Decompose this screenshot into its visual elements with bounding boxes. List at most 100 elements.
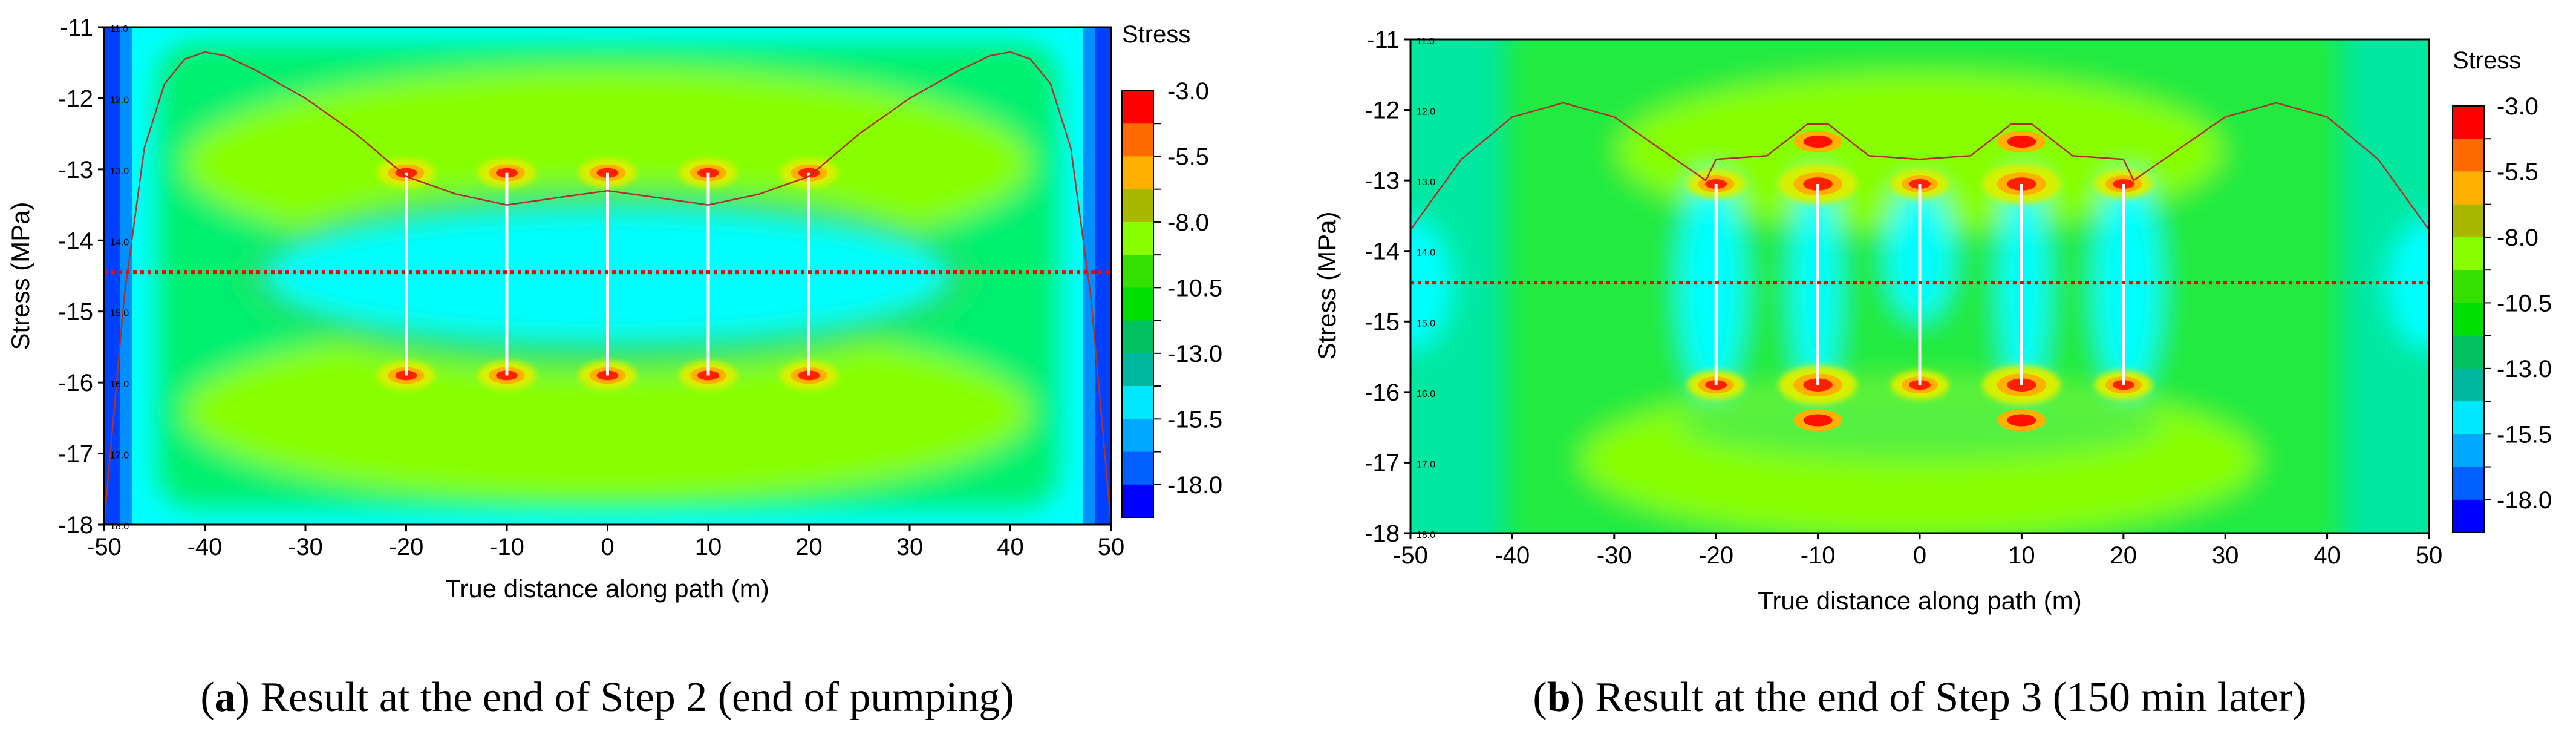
panel-b-legend-label: -13.0 — [2497, 356, 2552, 382]
panel-b-legend-swatch — [2453, 467, 2484, 500]
panel-b-x-tick-label: 50 — [2416, 542, 2443, 569]
panel-a-legend-swatch — [1122, 189, 1153, 223]
panel-b-x-tick-label: 40 — [2314, 542, 2341, 569]
panel-b-legend-swatch — [2453, 106, 2484, 139]
panel-a-caption-label: a — [215, 674, 236, 721]
panel-b-legend-title: Stress — [2453, 47, 2521, 74]
panel-b-y-tick-label: -17 — [1365, 450, 1400, 476]
panel-a-y-tick-label: -16 — [58, 370, 93, 396]
panel-a-y-axis-label: Stress (MPa) — [6, 202, 34, 350]
panel-a-x-tick-label: 30 — [896, 534, 924, 560]
panel-b-x-tick-label: 0 — [1913, 542, 1926, 569]
panel-b-x-axis-label: True distance along path (m) — [1758, 586, 2081, 615]
panel-a-x-axis-label: True distance along path (m) — [445, 574, 769, 603]
panel-b-x-tick-label: -40 — [1495, 542, 1530, 569]
panel-b-tip-core-strong — [2007, 136, 2036, 148]
panel-a-inner-tick-label: 17.0 — [110, 451, 129, 461]
panel-b-x-tick-label: -20 — [1698, 542, 1733, 569]
panel-b-legend-swatch — [2453, 499, 2484, 533]
panel-a-x-tick-label: 10 — [695, 534, 722, 560]
panel-a-y-tick-label: -18 — [58, 512, 93, 539]
panel-b-inner-tick-label: 11.0 — [1417, 36, 1435, 47]
panel-a-legend-label: -3.0 — [1167, 78, 1209, 105]
panel-b-legend-swatch — [2453, 237, 2484, 270]
panel-b-legend-label: -3.0 — [2497, 93, 2539, 120]
panel-a-inner-tick-label: 16.0 — [110, 379, 129, 390]
panel-a-caption-text: Result at the end of Step 2 (end of pump… — [260, 674, 1014, 721]
panel-b: 11.0 12.0 13.0 14.0 15.0 16.0 17.0 18.0 -50 -40 -3… — [1312, 27, 2552, 721]
panel-b-caption-label: b — [1547, 674, 1571, 721]
panel-b-x-tick-label: 20 — [2110, 542, 2137, 569]
panel-a-legend-label: -10.5 — [1167, 275, 1222, 301]
panel-b-caption: (b) Result at the end of Step 3 (150 min… — [1533, 674, 2306, 721]
panel-b-x-tick-label: -50 — [1393, 542, 1428, 569]
panel-a-inner-tick-label: 18.0 — [110, 522, 129, 532]
panel-b-y-axis-label: Stress (MPa) — [1312, 211, 1341, 359]
panel-b-caption-text: Result at the end of Step 3 (150 min lat… — [1595, 674, 2306, 721]
panel-a-x-tick-label: -10 — [489, 534, 524, 560]
panel-a-legend-swatch — [1122, 287, 1153, 321]
panel-a-legend-swatch — [1122, 419, 1153, 453]
panel-a-legend-label: -5.5 — [1167, 143, 1209, 170]
panel-b-y-tick-label: -14 — [1365, 238, 1400, 265]
panel-b-x-tick-label: 30 — [2212, 542, 2239, 569]
panel-a-y-tick-label: -11 — [60, 15, 93, 41]
panel-a-x-tick-label: -40 — [187, 534, 223, 560]
panel-a-legend-swatch — [1122, 484, 1153, 518]
panel-b-legend-swatch — [2453, 303, 2484, 336]
panel-b-inner-tick-label: 16.0 — [1417, 389, 1435, 399]
panel-a-legend-swatch — [1122, 255, 1153, 288]
panel-b-legend-swatch — [2453, 434, 2484, 468]
panel-a-stress-profile — [103, 51, 1112, 525]
panel-a-x-tick-label: 20 — [795, 534, 823, 560]
panel-a-y-tick-label: -14 — [58, 228, 93, 254]
panel-a-legend-swatch — [1122, 221, 1153, 255]
panel-b-tip-core-strong — [1803, 414, 1833, 427]
panel-b-x-tick-label: -30 — [1597, 542, 1632, 569]
panel-a-inner-tick-label: 12.0 — [110, 95, 129, 105]
panel-a-legend-swatch — [1122, 386, 1153, 419]
panel-b-contour-field — [1410, 39, 2429, 533]
panel-b-legend-label: -8.0 — [2497, 225, 2539, 251]
panel-a-legend-swatch — [1122, 320, 1153, 354]
panel-a: 11.0 12.0 13.0 14.0 15.0 16.0 17.0 18.0 -50 -40 -3… — [6, 15, 1222, 721]
panel-a-x-tick-label: 50 — [1098, 534, 1125, 560]
panel-a-plot-frame — [103, 26, 1112, 526]
panel-a-x-tick-label: -50 — [86, 534, 122, 560]
panel-b-y-tick-label: -15 — [1365, 309, 1400, 335]
panel-a-legend-swatch — [1122, 156, 1153, 190]
panel-b-legend-swatch — [2453, 139, 2484, 172]
panel-b-stress-profile — [1409, 102, 2430, 231]
panel-b-x-tick-label: -10 — [1801, 542, 1836, 569]
panel-b-legend-swatch — [2453, 204, 2484, 238]
panel-a-legend-label: -13.0 — [1167, 341, 1222, 367]
panel-b-inner-tick-label: 15.0 — [1417, 318, 1435, 329]
panel-b-legend-label: -15.5 — [2497, 421, 2552, 448]
panel-b-inner-tick-label: 14.0 — [1417, 248, 1435, 258]
panel-a-x-tick-label: -20 — [389, 534, 424, 560]
panel-b-x-tick-label: 10 — [2008, 542, 2035, 569]
panel-a-legend-label: -15.5 — [1167, 406, 1222, 433]
panel-b-y-tick-label: -12 — [1365, 97, 1400, 124]
panel-a-y-tick-label: -13 — [58, 157, 93, 183]
panel-b-y-tick-label: -16 — [1365, 379, 1400, 406]
panel-a-legend-swatch — [1122, 123, 1153, 157]
panel-b-legend-label: -10.5 — [2497, 290, 2552, 316]
panel-b-inner-tick-label: 18.0 — [1417, 530, 1435, 540]
panel-a-x-tick-label: -30 — [288, 534, 323, 560]
panel-a-inner-tick-label: 11.0 — [110, 24, 128, 34]
panel-a-legend-swatch — [1122, 451, 1153, 485]
panel-a-inner-tick-label: 13.0 — [110, 166, 129, 177]
panel-a-inner-tick-label: 14.0 — [110, 237, 129, 247]
panel-b-inner-tick-label: 13.0 — [1417, 177, 1435, 188]
panel-b-tip-core-strong — [1803, 136, 1833, 148]
panel-b-tip-core-strong — [2007, 414, 2036, 427]
panel-b-legend-frame — [2452, 105, 2485, 533]
panel-b-y-tick-label: -18 — [1365, 520, 1400, 547]
panel-b-legend-swatch — [2453, 335, 2484, 369]
panel-b-legend-swatch — [2453, 401, 2484, 434]
panel-a-y-tick-label: -12 — [58, 85, 93, 112]
panel-a-legend-swatch — [1122, 353, 1153, 387]
panel-a-legend-label: -18.0 — [1167, 472, 1222, 499]
